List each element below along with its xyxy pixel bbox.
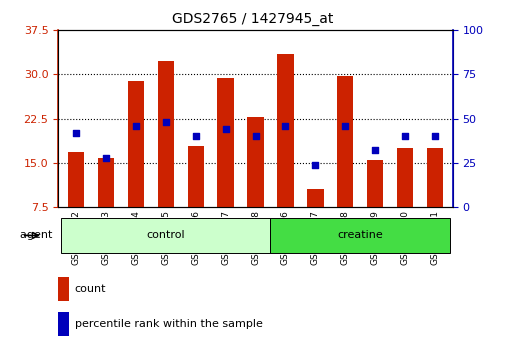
Point [430, 133, 438, 139]
Text: agent: agent [20, 230, 56, 240]
Text: percentile rank within the sample: percentile rank within the sample [75, 319, 262, 329]
Point [132, 123, 140, 129]
Bar [217, 79, 233, 207]
Bar [270, 218, 449, 253]
Point [191, 133, 199, 139]
Bar [396, 148, 413, 207]
Bar [187, 146, 204, 207]
Bar [366, 160, 383, 207]
Bar [247, 117, 263, 207]
Bar [277, 54, 293, 207]
Bar [127, 81, 144, 207]
Point [221, 126, 229, 132]
Text: creatine: creatine [337, 230, 382, 240]
Point [311, 162, 319, 167]
Bar [58, 312, 69, 336]
Point [281, 123, 289, 129]
Point [102, 155, 110, 160]
Bar [426, 148, 442, 207]
Point [400, 133, 408, 139]
Text: control: control [146, 230, 185, 240]
Bar [61, 218, 270, 253]
Bar [58, 277, 69, 301]
Point [370, 148, 378, 153]
Bar [336, 75, 353, 207]
Point [72, 130, 80, 136]
Point [251, 133, 259, 139]
Text: count: count [75, 284, 106, 294]
Text: GDS2765 / 1427945_at: GDS2765 / 1427945_at [172, 12, 333, 27]
Bar [97, 158, 114, 207]
Bar [307, 189, 323, 207]
Bar [68, 152, 84, 207]
Point [162, 119, 170, 125]
Point [340, 123, 348, 129]
Bar [157, 61, 174, 207]
